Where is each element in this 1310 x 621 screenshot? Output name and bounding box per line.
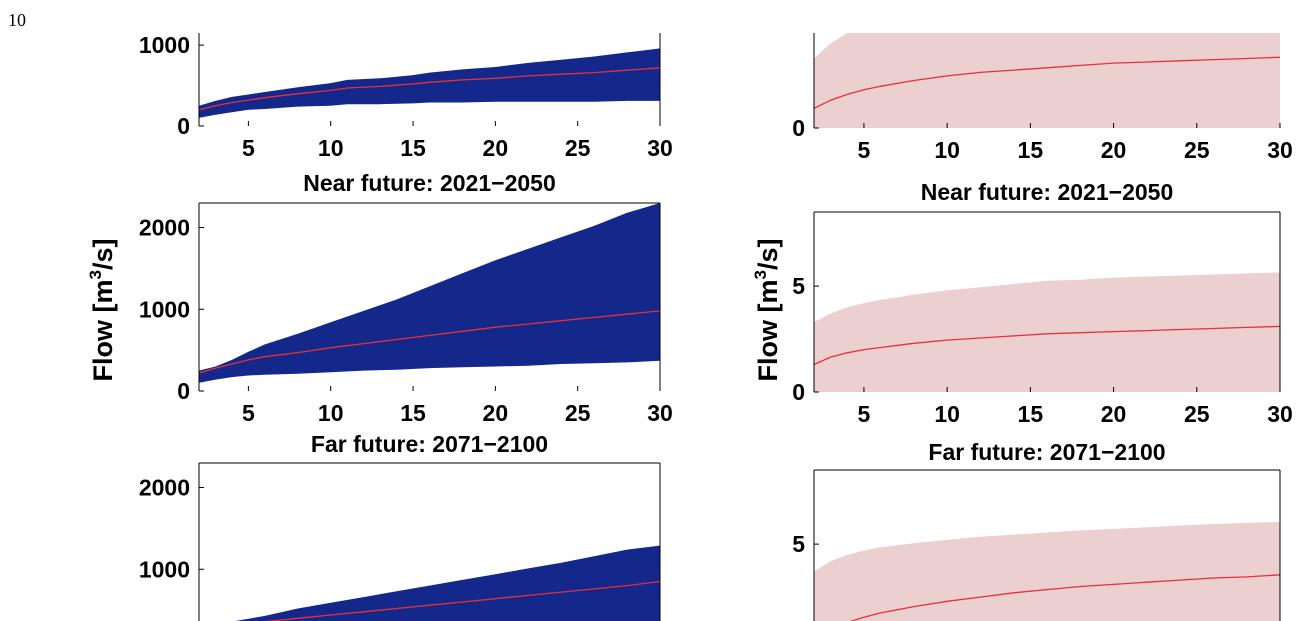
left-mid-ytick-label: 1000 <box>139 296 190 322</box>
right-top-panel: 5 10 15 20 25 30 0 <box>792 33 1293 163</box>
left-mid-title: Near future: 2021−2050 <box>303 170 556 196</box>
right-top-xtick-label: 30 <box>1267 137 1293 163</box>
left-mid-ytick-label: 2000 <box>139 215 190 241</box>
right-top-range-band <box>814 33 1280 128</box>
right-top-xtick-label: 5 <box>858 137 871 163</box>
left-mid-ytick-label: 0 <box>177 378 190 404</box>
right-bottom-panel: 5 Far future: 2071−2100 <box>792 439 1281 621</box>
left-mid-xtick-label: 10 <box>318 400 344 426</box>
right-mid-xtick-label: 20 <box>1101 401 1127 427</box>
left-bottom-ytick-label: 2000 <box>139 475 190 501</box>
right-mid-title: Near future: 2021−2050 <box>921 179 1174 205</box>
right-top-xtick-label: 25 <box>1184 137 1210 163</box>
right-mid-xtick-label: 10 <box>934 401 960 427</box>
right-top-xtick-label: 20 <box>1101 137 1127 163</box>
left-top-xtick-label: 5 <box>242 135 255 161</box>
left-top-xtick-label: 25 <box>565 135 591 161</box>
right-bottom-median-line <box>849 574 1280 621</box>
left-bottom-title: Far future: 2071−2100 <box>311 431 548 457</box>
right-mid-xtick-label: 30 <box>1267 401 1293 427</box>
right-mid-ytick-label: 5 <box>792 273 805 299</box>
right-mid-xtick-label: 15 <box>1018 401 1044 427</box>
left-top-ytick-label: 0 <box>177 113 190 139</box>
left-mid-xtick-label: 20 <box>483 400 509 426</box>
right-top-ytick-label: 0 <box>792 115 805 141</box>
right-mid-panel: 5 10 15 20 25 30 0 5 Near future: 2021−2050 <box>792 179 1293 427</box>
left-top-xtick-label: 15 <box>400 135 426 161</box>
left-top-xtick-label: 30 <box>647 135 673 161</box>
svg-text:Flow [m3/s]: Flow [m3/s] <box>751 239 783 382</box>
left-top-xtick-label: 10 <box>318 135 344 161</box>
right-bottom-ytick-label: 5 <box>792 531 805 557</box>
left-mid-xtick-label: 5 <box>242 400 255 426</box>
left-mid-panel: 5 10 15 20 25 30 0 1000 2000 Near future: 2021−20… <box>139 170 673 426</box>
left-top-range-band <box>199 48 660 118</box>
right-bottom-range-band <box>814 521 1280 621</box>
left-bottom-ytick-label: 1000 <box>139 556 190 582</box>
svg-text:Flow [m3/s]: Flow [m3/s] <box>86 239 118 382</box>
left-mid-median-line <box>199 310 660 374</box>
left-top-panel: 5 10 15 20 25 30 0 1000 <box>139 32 673 161</box>
left-top-median-line <box>199 67 660 111</box>
left-bottom-panel: 1000 2000 Far future: 2071−2100 <box>139 431 661 621</box>
left-mid-xtick-label: 15 <box>400 400 426 426</box>
right-mid-xtick-label: 5 <box>858 401 871 427</box>
right-top-xtick-label: 15 <box>1018 137 1044 163</box>
left-top-ytick-label: 1000 <box>139 32 190 58</box>
right-bottom-title: Far future: 2071−2100 <box>928 439 1165 465</box>
right-ylabel: Flow [m3/s] <box>751 239 783 382</box>
right-mid-ytick-label: 0 <box>792 379 805 405</box>
right-top-median-line <box>814 56 1280 109</box>
left-mid-range-band <box>199 203 660 383</box>
left-bottom-range-band <box>235 545 660 621</box>
left-mid-xtick-label: 25 <box>565 400 591 426</box>
right-mid-xtick-label: 25 <box>1184 401 1210 427</box>
right-mid-range-band <box>814 272 1280 392</box>
left-ylabel: Flow [m3/s] <box>86 239 118 382</box>
right-mid-median-line <box>814 325 1280 366</box>
left-mid-xtick-label: 30 <box>647 400 673 426</box>
right-top-xtick-label: 10 <box>934 137 960 163</box>
page-number: 10 <box>8 10 26 30</box>
left-top-xtick-label: 20 <box>483 135 509 161</box>
